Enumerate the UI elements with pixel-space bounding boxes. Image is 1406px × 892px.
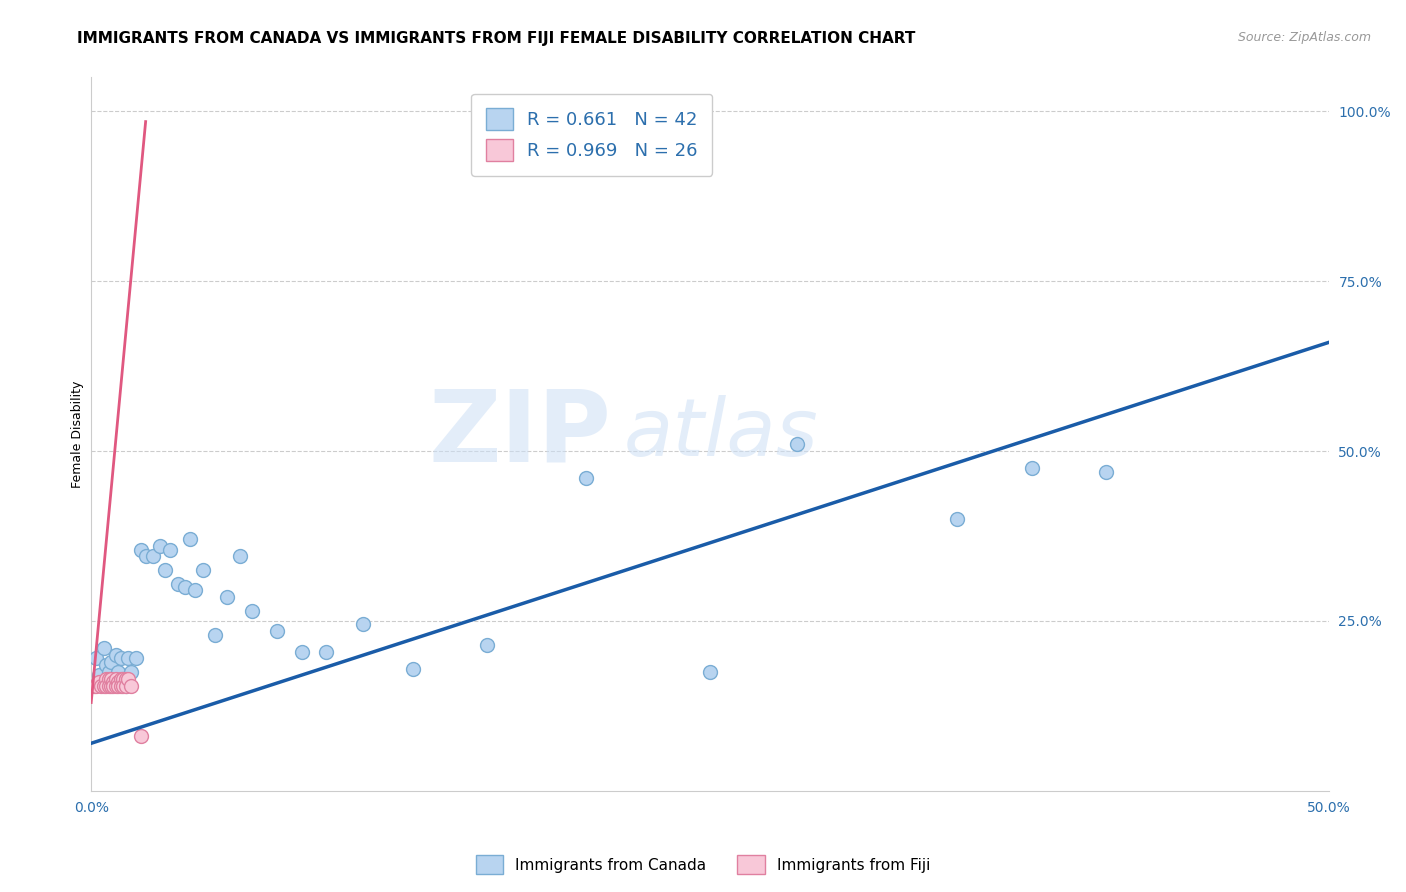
Point — [103, 672, 125, 686]
Point — [129, 542, 152, 557]
Point — [117, 651, 139, 665]
Point — [475, 638, 498, 652]
Point — [84, 651, 107, 665]
Point — [699, 665, 721, 679]
Text: atlas: atlas — [623, 395, 818, 473]
Point — [103, 675, 125, 690]
Point — [94, 672, 117, 686]
Point — [1095, 465, 1118, 479]
Point — [104, 648, 127, 662]
Point — [110, 679, 132, 693]
Point — [110, 651, 132, 665]
Point — [100, 672, 122, 686]
Point — [87, 668, 110, 682]
Point — [112, 672, 135, 686]
Point — [315, 644, 337, 658]
Point — [204, 627, 226, 641]
Point — [104, 679, 127, 693]
Point — [120, 665, 142, 679]
Text: Source: ZipAtlas.com: Source: ZipAtlas.com — [1237, 31, 1371, 45]
Point — [93, 641, 115, 656]
Point — [125, 651, 148, 665]
Point — [402, 661, 425, 675]
Legend: Immigrants from Canada, Immigrants from Fiji: Immigrants from Canada, Immigrants from … — [470, 849, 936, 880]
Point — [103, 679, 125, 693]
Point — [575, 471, 598, 485]
Point — [135, 549, 157, 564]
Point — [117, 672, 139, 686]
Y-axis label: Female Disability: Female Disability — [72, 381, 84, 488]
Point — [142, 549, 165, 564]
Point — [114, 679, 136, 693]
Point — [1021, 461, 1043, 475]
Point — [149, 539, 172, 553]
Point — [100, 655, 122, 669]
Point — [352, 617, 374, 632]
Point — [97, 672, 120, 686]
Point — [93, 679, 115, 693]
Point — [155, 563, 177, 577]
Point — [110, 672, 132, 686]
Text: IMMIGRANTS FROM CANADA VS IMMIGRANTS FROM FIJI FEMALE DISABILITY CORRELATION CHA: IMMIGRANTS FROM CANADA VS IMMIGRANTS FRO… — [77, 31, 915, 46]
Point — [114, 679, 136, 693]
Point — [107, 665, 129, 679]
Point — [228, 549, 250, 564]
Point — [94, 658, 117, 673]
Point — [83, 679, 105, 693]
Point — [97, 679, 120, 693]
Point — [129, 730, 152, 744]
Point — [946, 512, 969, 526]
Point — [266, 624, 288, 639]
Point — [179, 533, 201, 547]
Point — [191, 563, 214, 577]
Point — [100, 679, 122, 693]
Point — [166, 576, 188, 591]
Point — [114, 672, 136, 686]
Point — [107, 675, 129, 690]
Point — [112, 672, 135, 686]
Point — [104, 672, 127, 686]
Point — [217, 591, 239, 605]
Point — [174, 580, 197, 594]
Point — [786, 437, 808, 451]
Point — [290, 644, 312, 658]
Point — [97, 665, 120, 679]
Text: ZIP: ZIP — [427, 385, 612, 483]
Point — [240, 604, 263, 618]
Point — [87, 675, 110, 690]
Point — [120, 679, 142, 693]
Point — [90, 679, 112, 693]
Point — [84, 679, 107, 693]
Legend: R = 0.661   N = 42, R = 0.969   N = 26: R = 0.661 N = 42, R = 0.969 N = 26 — [471, 94, 713, 176]
Point — [107, 679, 129, 693]
Point — [184, 583, 207, 598]
Point — [94, 679, 117, 693]
Point — [112, 679, 135, 693]
Point — [159, 542, 181, 557]
